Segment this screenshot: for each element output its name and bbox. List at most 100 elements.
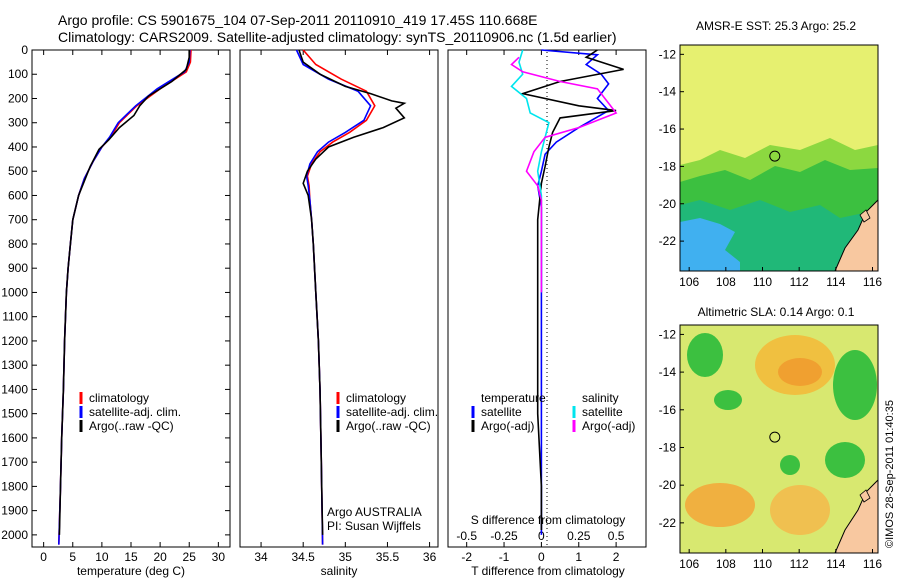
series-line-2-3 bbox=[510, 56, 618, 293]
x-tick-label-2-2: 0 bbox=[538, 550, 545, 564]
sst-map-ticks: 106 108 110 112 114 116 -12 -14 -16 -18 -20 -22 bbox=[659, 47, 883, 289]
sla-high-southwest bbox=[685, 483, 755, 527]
salinity-legend: climatology satellite-adj. clim. Argo(..… bbox=[336, 391, 438, 433]
legend-satellite-label: satellite-adj. clim. bbox=[346, 405, 438, 419]
x-tick-label-1-1: 34.5 bbox=[292, 550, 316, 564]
pi-label: PI: Susan Wijffels bbox=[327, 519, 421, 533]
legend-argo-label: Argo(..raw -QC) bbox=[89, 419, 174, 433]
sla-low-southeast bbox=[825, 442, 865, 478]
salinity-axes bbox=[239, 49, 439, 548]
depth-tick-label-14: 1400 bbox=[1, 382, 28, 396]
temperature-lines bbox=[58, 49, 192, 545]
temperature-xlabel: temperature (deg C) bbox=[77, 564, 185, 578]
depth-tick-label-16: 1600 bbox=[1, 431, 28, 445]
sla-map-title: Altimetric SLA: 0.14 Argo: 0.1 bbox=[698, 305, 855, 319]
x-tick-label-0-0: 0 bbox=[40, 550, 47, 564]
map-xtick-label-1-5: 116 bbox=[863, 557, 882, 571]
map-ytick-label-0-4: -20 bbox=[659, 197, 677, 211]
difference-xticks: -2 -1 0 1 2 -0.5 -0.25 0 0.25 0.5 bbox=[456, 50, 625, 564]
map-ytick-label-1-0: -12 bbox=[659, 327, 677, 341]
depth-tick-label-1: 100 bbox=[8, 67, 28, 81]
x-tick-label-0-1: 5 bbox=[69, 550, 76, 564]
temperature-panel: 0100200300400500600700800900100011001200… bbox=[1, 43, 646, 578]
sst-cold-region bbox=[680, 218, 740, 271]
s-tick-label-3: 0.25 bbox=[567, 529, 591, 543]
difference-panel: -2 -1 0 1 2 -0.5 -0.25 0 0.25 0.5 S difference fr… bbox=[447, 49, 647, 578]
depth-tick-label-0: 0 bbox=[21, 43, 28, 57]
salinity-xlabel: salinity bbox=[321, 564, 358, 578]
depth-tick-label-3: 300 bbox=[8, 116, 28, 130]
sst-coast-island bbox=[859, 209, 871, 223]
title-line-2: Climatology: CARS2009. Satellite-adjuste… bbox=[58, 29, 617, 45]
sla-map-frame bbox=[679, 324, 879, 554]
legend-s-argo-label: Argo(-adj) bbox=[582, 419, 635, 433]
sla-map-ticks: 106 108 110 112 114 116 -12 -14 -16 -18 -20 -22 bbox=[659, 327, 883, 571]
series-line-0-2 bbox=[58, 50, 190, 535]
legend-temperature-title: temperature bbox=[481, 391, 546, 405]
legend-climatology-label: climatology bbox=[89, 391, 149, 405]
depth-tick-label-13: 1300 bbox=[1, 358, 28, 372]
depth-tick-label-10: 1000 bbox=[1, 285, 28, 299]
map-ytick-label-1-2: -16 bbox=[659, 403, 677, 417]
sla-high-north-core bbox=[778, 358, 822, 386]
map-xtick-label-0-5: 116 bbox=[863, 275, 882, 289]
depth-ticks: 0 100 200 300 400 500 600 700 800 900 1000 1100 1200… bbox=[1, 43, 646, 542]
map-ytick-label-1-3: -18 bbox=[659, 440, 677, 454]
x-tick-label-1-0: 34 bbox=[254, 550, 268, 564]
depth-tick-label-5: 500 bbox=[8, 164, 28, 178]
x-tick-label-2-1: -1 bbox=[499, 550, 510, 564]
series-line-1-2 bbox=[298, 49, 407, 535]
sla-low-east bbox=[833, 350, 877, 420]
salinity-xticks: 34 34.5 35 35.5 36 bbox=[254, 50, 437, 564]
temperature-xticks: 0 5 10 15 20 25 30 bbox=[40, 50, 225, 564]
x-tick-label-2-0: -2 bbox=[461, 550, 472, 564]
sla-low-center bbox=[780, 455, 800, 475]
map-xtick-label-1-3: 112 bbox=[790, 557, 809, 571]
sst-map-title: AMSR-E SST: 25.3 Argo: 25.2 bbox=[696, 19, 856, 33]
argo-program-label: Argo AUSTRALIA bbox=[327, 505, 422, 519]
map-xtick-label-0-3: 112 bbox=[790, 275, 809, 289]
legend-s-satellite-label: satellite bbox=[582, 405, 623, 419]
legend-climatology-label: climatology bbox=[346, 391, 406, 405]
depth-tick-label-15: 1500 bbox=[1, 407, 28, 421]
legend-t-argo-label: Argo(-adj) bbox=[481, 419, 534, 433]
s-tick-label-2: 0 bbox=[538, 529, 545, 543]
map-xtick-label-0-4: 114 bbox=[826, 275, 845, 289]
footer-timestamp: ©IMOS 28-Sep-2011 01:40:35 bbox=[884, 400, 896, 548]
depth-tick-label-6: 600 bbox=[8, 188, 28, 202]
sst-map: AMSR-E SST: 25.3 Argo: 25.2 106 108 110 112… bbox=[659, 19, 883, 289]
title-line-1: Argo profile: CS 5901675_104 07-Sep-2011… bbox=[58, 12, 538, 28]
x-tick-label-2-3: 1 bbox=[575, 550, 582, 564]
map-ytick-label-0-3: -18 bbox=[659, 159, 677, 173]
salinity-lines bbox=[295, 49, 407, 545]
sst-argo-marker bbox=[769, 150, 781, 162]
map-xtick-label-1-4: 114 bbox=[826, 557, 845, 571]
legend-t-satellite-label: satellite bbox=[481, 405, 522, 419]
map-ytick-label-1-1: -14 bbox=[659, 365, 677, 379]
difference-legend: temperature satellite Argo(-adj) salinit… bbox=[471, 391, 635, 433]
depth-tick-label-2: 200 bbox=[8, 91, 28, 105]
map-ytick-label-0-1: -14 bbox=[659, 85, 677, 99]
depth-tick-label-12: 1200 bbox=[1, 334, 28, 348]
t-difference-label: T difference from climatology bbox=[471, 564, 625, 578]
map-xtick-label-1-0: 106 bbox=[679, 557, 699, 571]
s-tick-label-1: -0.25 bbox=[490, 529, 518, 543]
s-difference-label: S difference from climatology bbox=[471, 513, 626, 527]
x-tick-label-0-6: 30 bbox=[212, 550, 226, 564]
map-ytick-label-1-4: -20 bbox=[659, 478, 677, 492]
depth-tick-label-17: 1700 bbox=[1, 455, 28, 469]
x-tick-label-0-4: 20 bbox=[153, 550, 167, 564]
sst-field bbox=[680, 45, 878, 271]
x-tick-label-0-5: 25 bbox=[183, 550, 197, 564]
salinity-panel: 34 34.5 35 35.5 36 salinity climatology sate… bbox=[239, 49, 439, 578]
map-xtick-label-1-2: 110 bbox=[753, 557, 772, 571]
sla-low-left bbox=[714, 390, 742, 410]
map-ytick-label-0-0: -12 bbox=[659, 47, 677, 61]
sla-map: Altimetric SLA: 0.14 Argo: 0.1 106 108 110… bbox=[659, 305, 883, 571]
map-xtick-label-0-0: 106 bbox=[679, 275, 699, 289]
sla-field bbox=[680, 325, 878, 553]
difference-lines bbox=[510, 49, 624, 535]
depth-tick-label-7: 700 bbox=[8, 213, 28, 227]
s-tick-label-0: -0.5 bbox=[456, 529, 477, 543]
depth-tick-label-4: 400 bbox=[8, 140, 28, 154]
